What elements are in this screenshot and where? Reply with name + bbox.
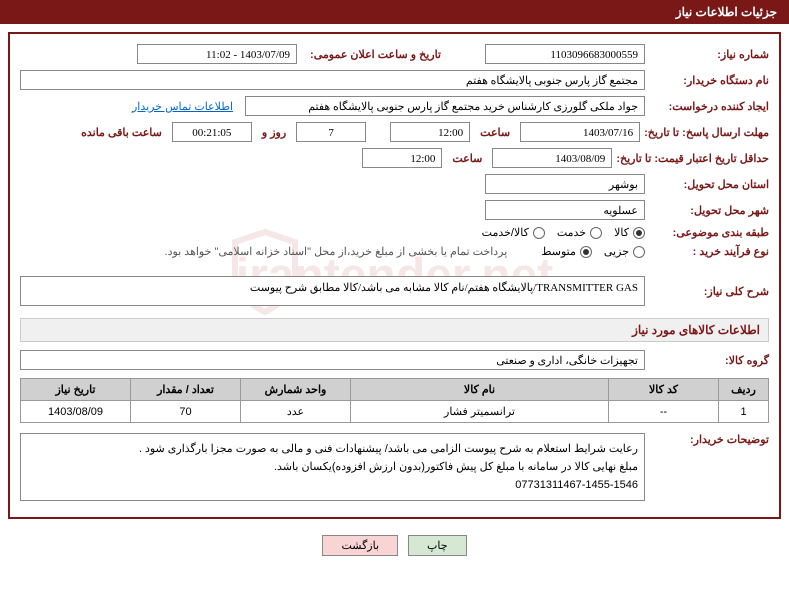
row-need-number: شماره نیاز: 1103096683000559 تاریخ و ساع… (20, 44, 769, 64)
radio-item-medium[interactable]: متوسط (541, 245, 592, 258)
radio-khedmat[interactable] (590, 227, 602, 239)
announce-field[interactable]: 1403/07/09 - 11:02 (137, 44, 297, 64)
days-field[interactable]: 7 (296, 122, 366, 142)
description-field[interactable]: TRANSMITTER GAS/پالایشگاه هفتم/نام کالا … (20, 276, 645, 306)
th-date: تاریخ نیاز (21, 379, 131, 401)
deadline-label: مهلت ارسال پاسخ: تا تاریخ: (644, 126, 769, 139)
process-label: نوع فرآیند خرید : (649, 245, 769, 258)
requester-label: ایجاد کننده درخواست: (649, 100, 769, 113)
note-line1: رعایت شرایط استعلام به شرح پیوست الزامی … (27, 440, 638, 458)
th-code: کد کالا (609, 379, 719, 401)
buyer-notes-label: توضیحات خریدار: (649, 433, 769, 446)
row-deadline: مهلت ارسال پاسخ: تا تاریخ: 1403/07/16 سا… (20, 122, 769, 142)
page-header: جزئیات اطلاعات نیاز (0, 0, 789, 24)
group-label: گروه کالا: (649, 354, 769, 367)
city-label: شهر محل تحویل: (649, 204, 769, 217)
category-label: طبقه بندی موضوعی: (649, 226, 769, 239)
radio-medium[interactable] (580, 246, 592, 258)
deadline-date-field[interactable]: 1403/07/16 (520, 122, 640, 142)
items-section-header: اطلاعات کالاهای مورد نیاز (20, 318, 769, 342)
td-row: 1 (719, 401, 769, 423)
requester-field[interactable]: جواد ملکی گلورزی کارشناس خرید مجتمع گاز … (245, 96, 645, 116)
th-qty: تعداد / مقدار (131, 379, 241, 401)
th-name: نام کالا (351, 379, 609, 401)
radio-both-label: کالا/خدمت (482, 226, 529, 239)
footer-buttons: چاپ بازگشت (0, 527, 789, 564)
province-label: استان محل تحویل: (649, 178, 769, 191)
td-name: ترانسمیتر فشار (351, 401, 609, 423)
td-date: 1403/08/09 (21, 401, 131, 423)
province-field[interactable]: بوشهر (485, 174, 645, 194)
print-button[interactable]: چاپ (408, 535, 467, 556)
need-number-field[interactable]: 1103096683000559 (485, 44, 645, 64)
radio-kala-label: کالا (614, 226, 629, 239)
row-buyer-notes: توضیحات خریدار: رعایت شرایط استعلام به ش… (20, 433, 769, 501)
row-city: شهر محل تحویل: عسلویه (20, 200, 769, 220)
td-code: -- (609, 401, 719, 423)
remaining-label: ساعت باقی مانده (81, 126, 162, 139)
buyer-org-label: نام دستگاه خریدار: (649, 74, 769, 87)
row-group: گروه کالا: تجهیزات خانگی، اداری و صنعتی (20, 350, 769, 370)
main-container: جزئیات اطلاعات نیاز irantender.net شماره… (0, 0, 789, 598)
payment-note: پرداخت تمام یا بخشی از مبلغ خرید،از محل … (165, 245, 508, 258)
contact-link[interactable]: اطلاعات تماس خریدار (132, 100, 233, 113)
buyer-notes-field[interactable]: رعایت شرایط استعلام به شرح پیوست الزامی … (20, 433, 645, 501)
radio-minor[interactable] (633, 246, 645, 258)
radio-item-both[interactable]: کالا/خدمت (482, 226, 545, 239)
group-field[interactable]: تجهیزات خانگی، اداری و صنعتی (20, 350, 645, 370)
th-unit: واحد شمارش (241, 379, 351, 401)
row-province: استان محل تحویل: بوشهر (20, 174, 769, 194)
row-description: شرح کلی نیاز: TRANSMITTER GAS/پالایشگاه … (20, 276, 769, 306)
radio-minor-label: جزیی (604, 245, 629, 258)
validity-time-field[interactable]: 12:00 (362, 148, 442, 168)
radio-kala[interactable] (633, 227, 645, 239)
table-header-row: ردیف کد کالا نام کالا واحد شمارش تعداد /… (21, 379, 769, 401)
validity-label: حداقل تاریخ اعتبار قیمت: تا تاریخ: (616, 152, 769, 165)
description-label: شرح کلی نیاز: (649, 285, 769, 298)
row-category: طبقه بندی موضوعی: کالا خدمت کالا/خدمت (20, 226, 769, 239)
main-panel: irantender.net شماره نیاز: 1103096683000… (8, 32, 781, 519)
announce-label: تاریخ و ساعت اعلان عمومی: (301, 48, 441, 61)
radio-item-minor[interactable]: جزیی (604, 245, 645, 258)
row-buyer-org: نام دستگاه خریدار: مجتمع گاز پارس جنوبی … (20, 70, 769, 90)
validity-date-field[interactable]: 1403/08/09 (492, 148, 612, 168)
time-label-2: ساعت (452, 152, 482, 165)
buyer-org-field[interactable]: مجتمع گاز پارس جنوبی پالایشگاه هفتم (20, 70, 645, 90)
remaining-time-field[interactable]: 00:21:05 (172, 122, 252, 142)
td-unit: عدد (241, 401, 351, 423)
process-radio-group: جزیی متوسط (541, 245, 645, 258)
deadline-time-field[interactable]: 12:00 (390, 122, 470, 142)
radio-khedmat-label: خدمت (557, 226, 586, 239)
td-qty: 70 (131, 401, 241, 423)
header-title: جزئیات اطلاعات نیاز (676, 5, 777, 19)
radio-item-khedmat[interactable]: خدمت (557, 226, 602, 239)
city-field[interactable]: عسلویه (485, 200, 645, 220)
row-validity: حداقل تاریخ اعتبار قیمت: تا تاریخ: 1403/… (20, 148, 769, 168)
note-line2: مبلغ نهایی کالا در سامانه با مبلغ کل پیش… (27, 458, 638, 476)
back-button[interactable]: بازگشت (322, 535, 398, 556)
row-process: نوع فرآیند خرید : جزیی متوسط پرداخت تمام… (20, 245, 769, 258)
radio-item-kala[interactable]: کالا (614, 226, 645, 239)
note-line3: 07731311467-1455-1546 (27, 476, 638, 494)
items-table: ردیف کد کالا نام کالا واحد شمارش تعداد /… (20, 378, 769, 423)
row-requester: ایجاد کننده درخواست: جواد ملکی گلورزی کا… (20, 96, 769, 116)
need-number-label: شماره نیاز: (649, 48, 769, 61)
th-row: ردیف (719, 379, 769, 401)
radio-medium-label: متوسط (541, 245, 576, 258)
time-label-1: ساعت (480, 126, 510, 139)
table-row[interactable]: 1 -- ترانسمیتر فشار عدد 70 1403/08/09 (21, 401, 769, 423)
category-radio-group: کالا خدمت کالا/خدمت (482, 226, 645, 239)
radio-both[interactable] (533, 227, 545, 239)
days-label: روز و (262, 126, 286, 139)
